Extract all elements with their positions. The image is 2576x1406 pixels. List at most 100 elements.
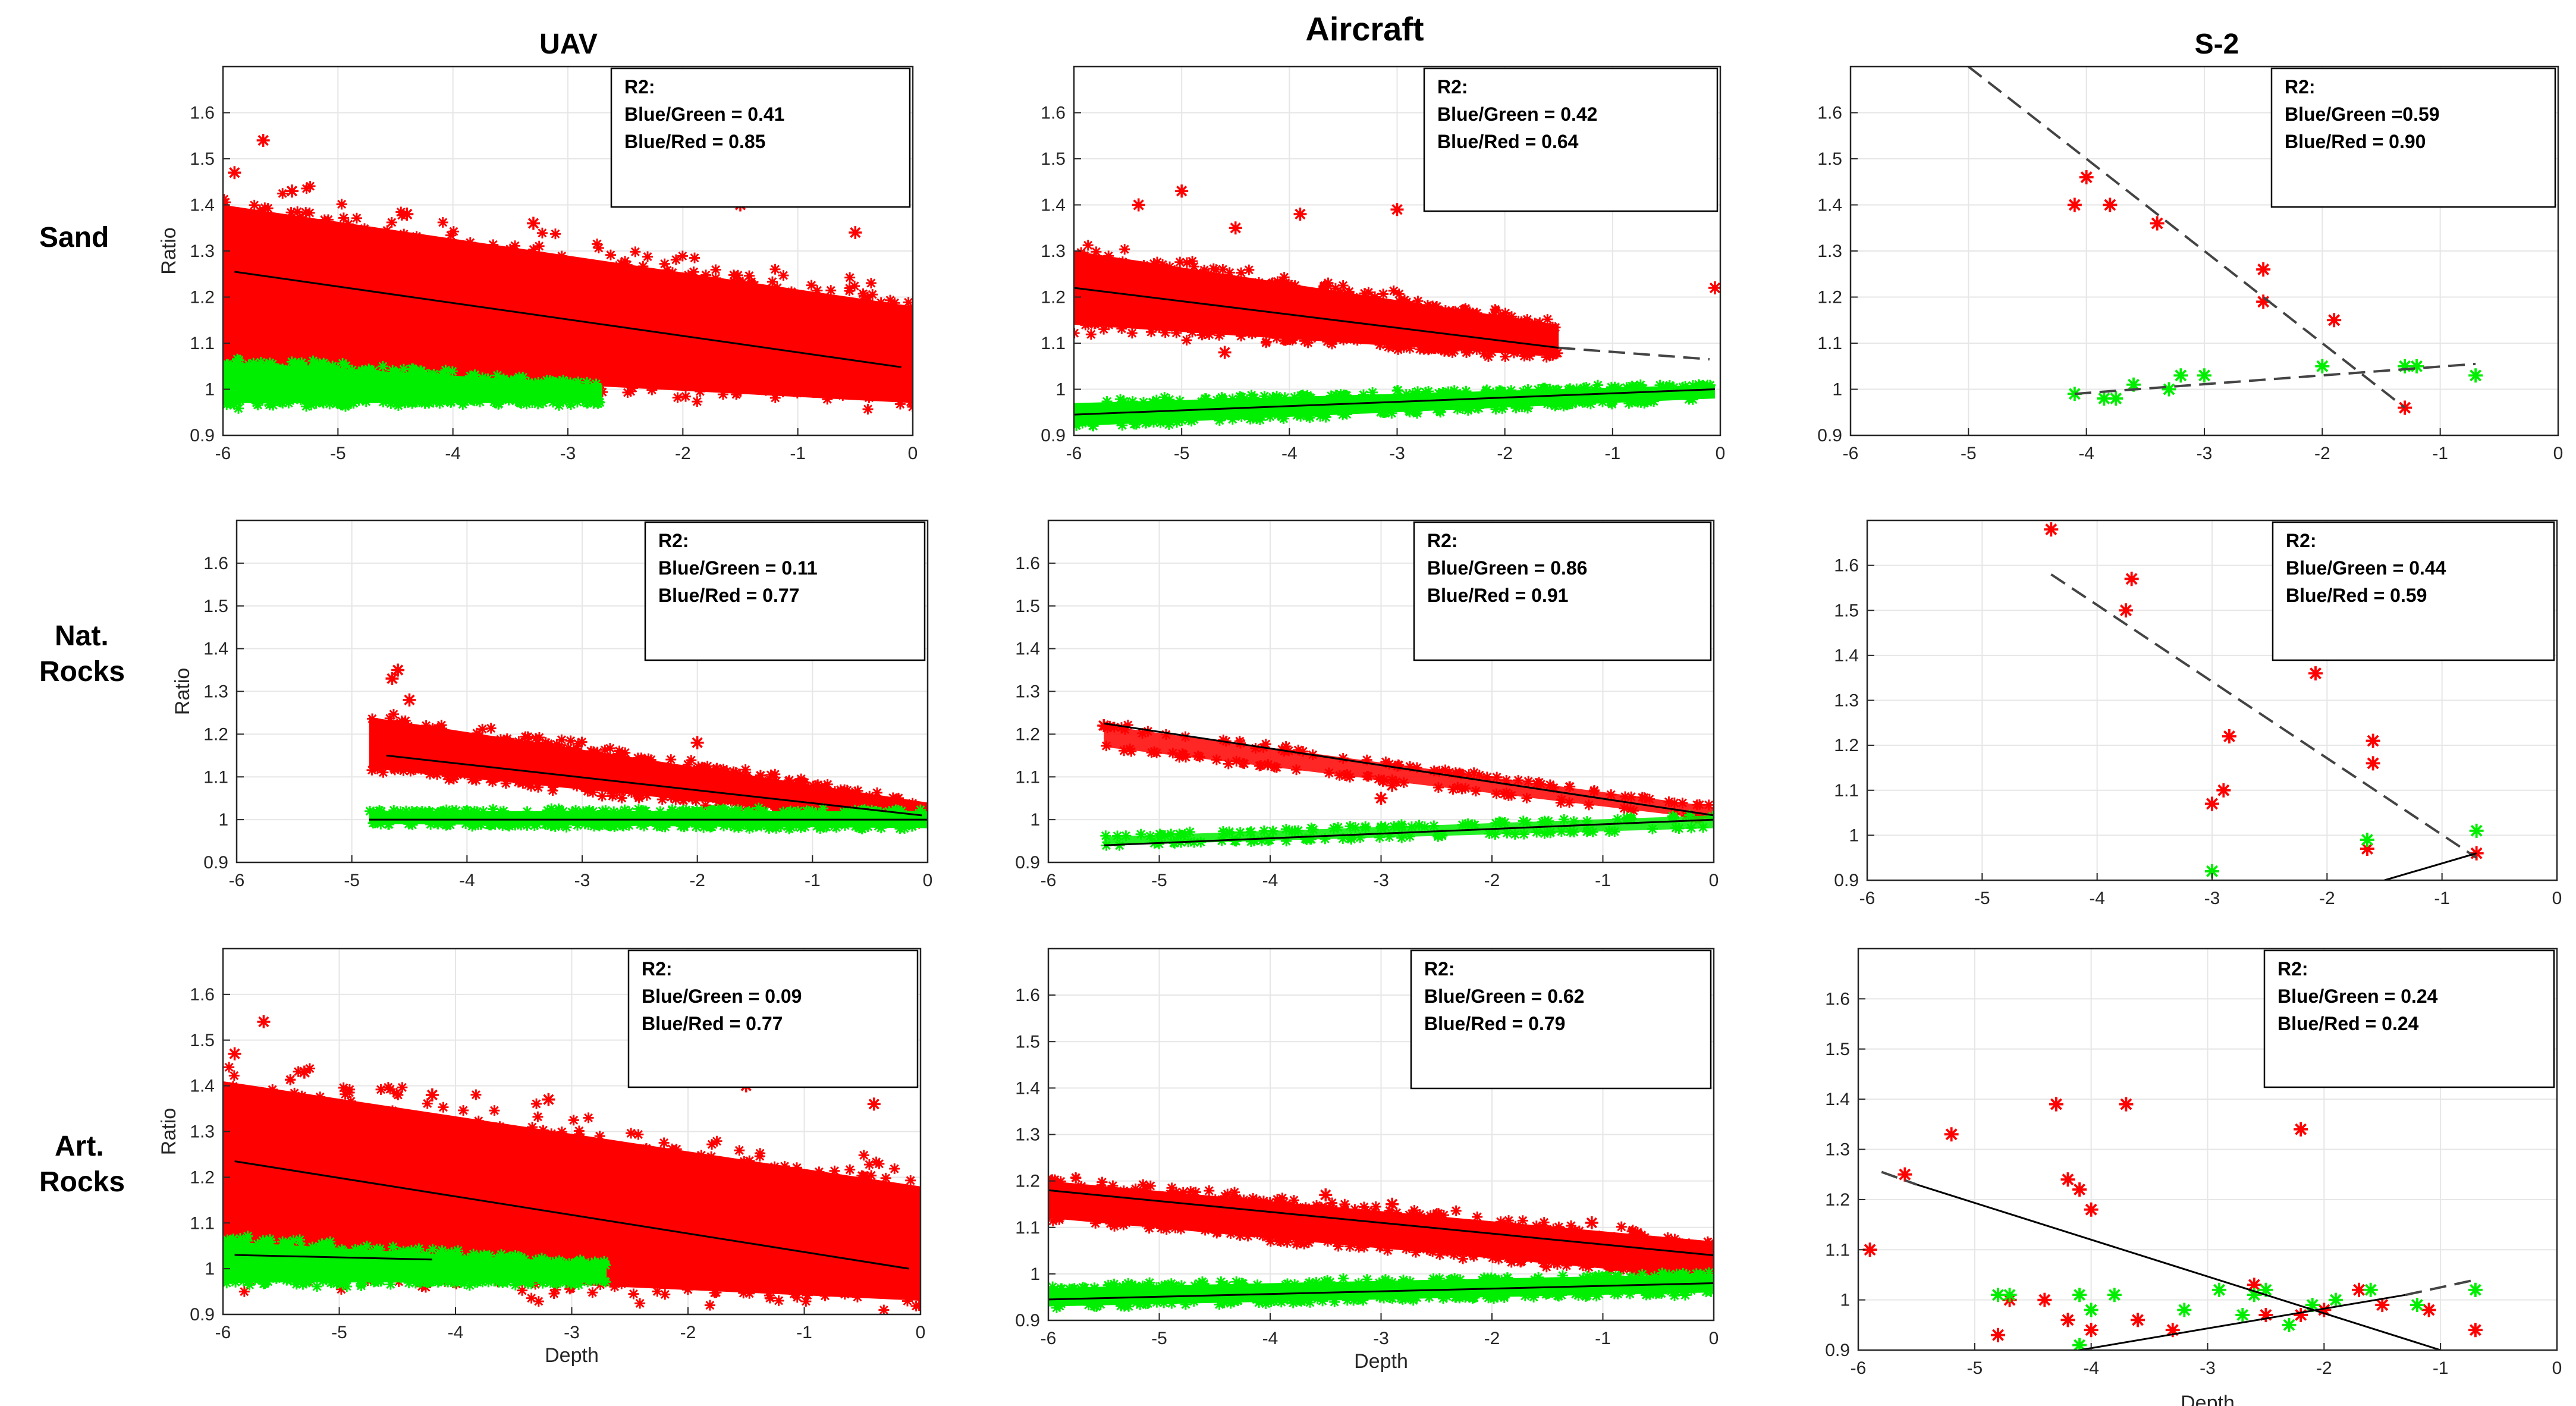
y-tick-label: 1.2: [1825, 1190, 1850, 1210]
data-point: [2375, 1298, 2390, 1313]
data-point: [1565, 1228, 1576, 1239]
y-tick-label: 1.1: [1015, 1218, 1040, 1238]
data-point: [1270, 1294, 1281, 1305]
data-point: [533, 240, 545, 252]
data-point: [1265, 1236, 1276, 1247]
data-point: [1256, 835, 1267, 846]
data-point: [1644, 793, 1655, 805]
data-point: [268, 400, 279, 411]
data-point: [477, 806, 489, 817]
data-point: [428, 1276, 439, 1286]
y-tick-label: 1.2: [190, 288, 215, 307]
data-point: [1078, 253, 1089, 265]
y-tick-label: 1.4: [190, 196, 215, 215]
data-point: [1577, 1288, 1588, 1299]
data-point: [887, 390, 899, 401]
data-point: [1613, 1262, 1625, 1273]
data-point: [1510, 403, 1522, 414]
data-point: [1245, 827, 1256, 838]
data-point: [1500, 351, 1511, 362]
data-point: [600, 805, 611, 816]
data-point-outlier: [1708, 281, 1720, 294]
data-point-outlier: [391, 663, 405, 677]
r2-annotation-line: Blue/Green = 0.24: [2277, 986, 2438, 1007]
data-point: [732, 269, 743, 281]
data-point: [1295, 1295, 1306, 1306]
data-point: [594, 1153, 605, 1165]
data-point: [256, 364, 268, 375]
data-point: [1582, 1289, 1593, 1301]
data-point: [227, 1081, 238, 1092]
data-point: [1130, 1183, 1141, 1194]
data-point: [1490, 828, 1501, 840]
y-tick-label: 1: [205, 380, 215, 400]
data-point: [849, 1276, 860, 1288]
data-point: [1551, 384, 1562, 396]
data-point: [1342, 287, 1353, 299]
data-point: [1414, 1209, 1425, 1220]
data-point: [558, 379, 569, 390]
x-tick-label: -4: [445, 444, 461, 463]
data-point: [1570, 397, 1582, 408]
data-point: [312, 359, 323, 370]
data-point: [428, 368, 439, 379]
data-point: [791, 1162, 803, 1173]
data-point: [1444, 340, 1456, 351]
data-point: [605, 249, 616, 261]
data-point: [420, 720, 432, 731]
data-point: [742, 806, 753, 818]
data-point: [885, 294, 896, 306]
data-point: [532, 1141, 544, 1153]
data-point: [852, 1180, 863, 1191]
data-point: [808, 780, 819, 792]
data-point: [1474, 770, 1485, 781]
data-point: [1521, 316, 1532, 328]
data-point: [1177, 1192, 1188, 1203]
data-point: [560, 370, 571, 381]
data-point: [1592, 379, 1604, 391]
data-point: [1503, 1215, 1515, 1226]
data-point: [459, 1278, 470, 1289]
data-point: [1320, 412, 1331, 423]
data-point: [1274, 1235, 1285, 1246]
data-point: [1460, 303, 1471, 314]
data-point: [1556, 794, 1567, 805]
data-point: [2468, 368, 2483, 383]
data-point: [1151, 1297, 1163, 1308]
data-point: [1518, 386, 1529, 397]
data-point: [1135, 318, 1146, 329]
data-point: [296, 1090, 307, 1101]
data-point: [844, 1164, 856, 1175]
data-point: [1341, 390, 1352, 401]
y-tick-label: 1.6: [190, 985, 215, 1005]
data-point: [869, 1283, 880, 1294]
y-tick-label: 1.2: [1834, 736, 1859, 755]
data-point: [555, 1276, 566, 1287]
data-point: [529, 378, 541, 389]
data-point: [2044, 522, 2059, 537]
series-blue-green: [1100, 809, 1714, 851]
data-point: [1159, 1280, 1170, 1291]
data-point: [760, 385, 771, 396]
data-point: [867, 289, 878, 300]
data-point: [682, 1284, 693, 1295]
data-point: [1267, 826, 1278, 837]
data-point: [682, 759, 693, 770]
data-point: [1694, 799, 1705, 811]
data-point: [572, 738, 583, 749]
data-point: [1103, 1282, 1114, 1293]
data-point: [1254, 760, 1265, 771]
data-point: [567, 1274, 579, 1285]
data-point: [1677, 1286, 1689, 1297]
panel-nat-rocks-aircraft: -6 -5 -4 -3 -2 -1 00.911.11.21.31.41.51.6R2:Bl…: [1015, 519, 1719, 890]
y-tick-label: 0.9: [203, 853, 228, 873]
data-point: [665, 792, 677, 803]
data-point: [880, 1172, 891, 1184]
data-point-outlier: [867, 1097, 881, 1111]
data-point: [1304, 392, 1315, 403]
data-point: [915, 804, 926, 815]
x-tick-label: -4: [1262, 1329, 1278, 1348]
data-point: [1344, 771, 1356, 783]
y-tick-label: 1.5: [203, 597, 228, 616]
data-point: [1490, 817, 1501, 828]
